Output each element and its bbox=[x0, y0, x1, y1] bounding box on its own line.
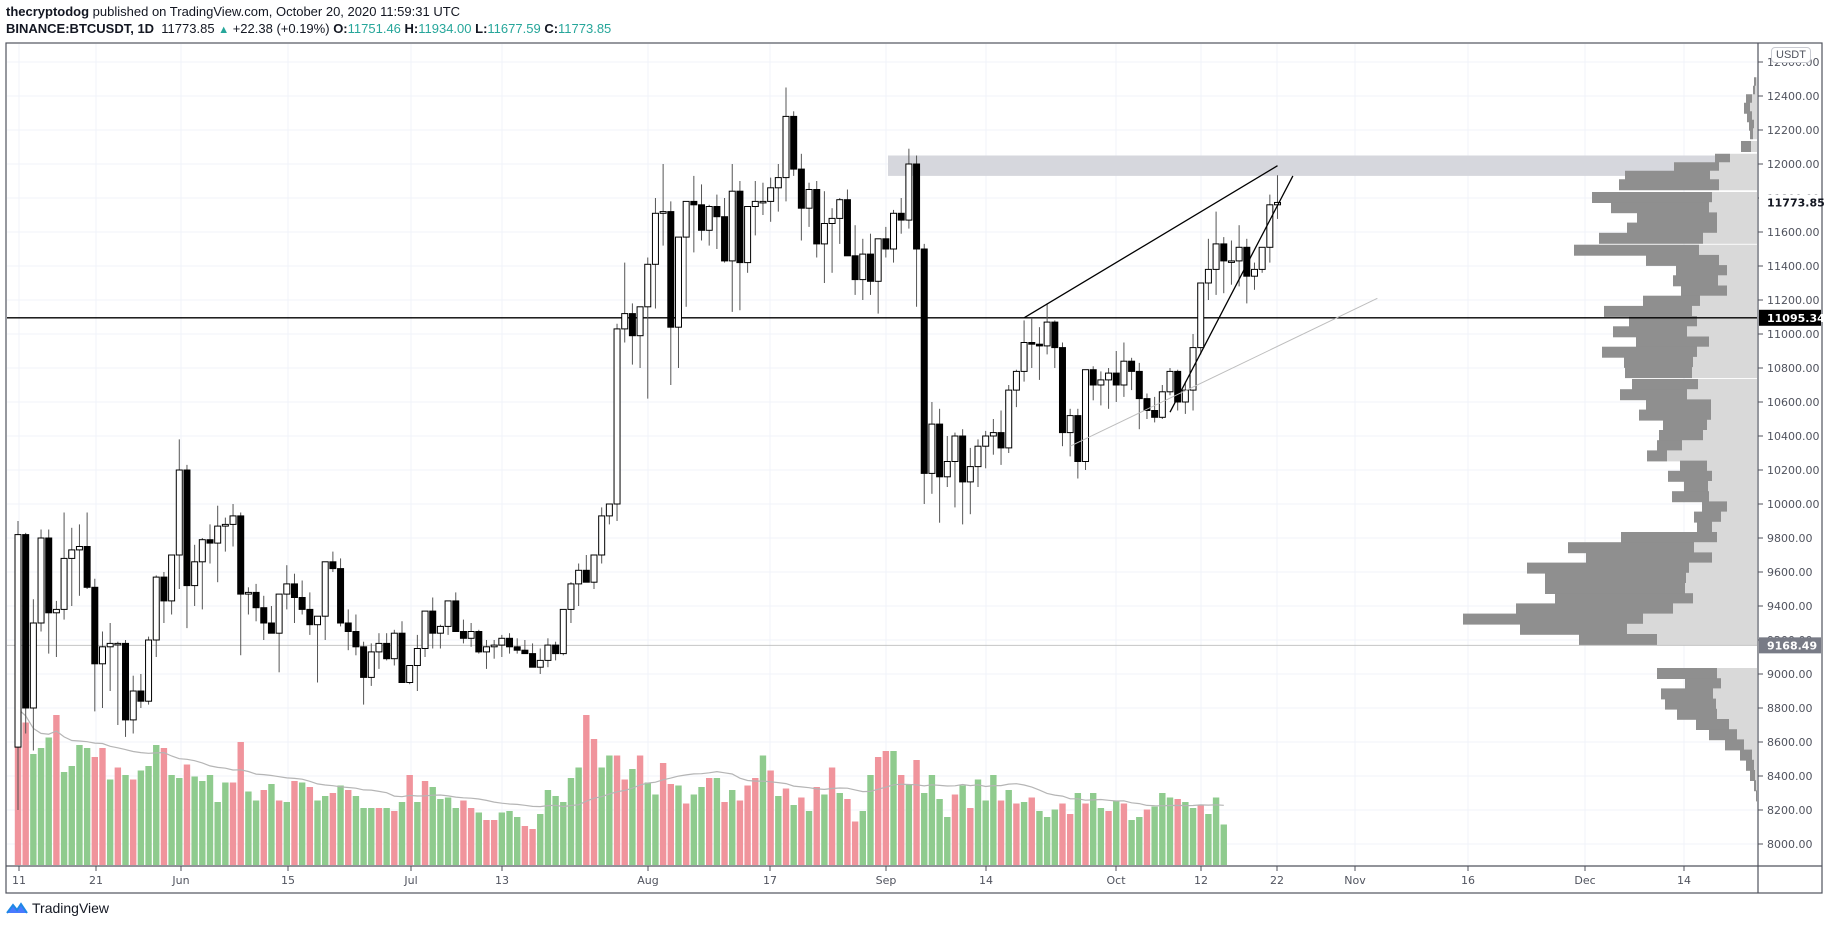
grid-lines bbox=[7, 44, 1757, 865]
chart-header: thecryptodog published on TradingView.co… bbox=[6, 3, 611, 39]
svg-text:11600.00: 11600.00 bbox=[1767, 226, 1820, 239]
svg-text:9400.00: 9400.00 bbox=[1767, 600, 1813, 613]
svg-text:12: 12 bbox=[1194, 874, 1208, 887]
currency-badge[interactable]: USDT bbox=[1771, 47, 1811, 63]
svg-text:Nov: Nov bbox=[1344, 874, 1366, 887]
svg-text:12000.00: 12000.00 bbox=[1767, 158, 1820, 171]
volume-ma-line bbox=[17, 708, 1224, 808]
symbol-label[interactable]: BINANCE:BTCUSDT, 1D bbox=[6, 21, 155, 36]
publish-info: published on TradingView.com, October 20… bbox=[89, 4, 461, 19]
close-label: C: bbox=[544, 21, 559, 36]
svg-text:Oct: Oct bbox=[1106, 874, 1126, 887]
svg-text:11: 11 bbox=[12, 874, 26, 887]
svg-text:Aug: Aug bbox=[637, 874, 658, 887]
last-price-label: 11773.85 bbox=[1767, 196, 1825, 209]
chart-frame bbox=[5, 42, 1823, 894]
publish-line: thecryptodog published on TradingView.co… bbox=[6, 3, 611, 20]
svg-text:16: 16 bbox=[1461, 874, 1475, 887]
high-label: H: bbox=[404, 21, 419, 36]
svg-text:13: 13 bbox=[495, 874, 509, 887]
open-label: O: bbox=[333, 21, 348, 36]
svg-text:10800.00: 10800.00 bbox=[1767, 362, 1820, 375]
svg-text:10400.00: 10400.00 bbox=[1767, 430, 1820, 443]
svg-text:10600.00: 10600.00 bbox=[1767, 396, 1820, 409]
svg-text:10000.00: 10000.00 bbox=[1767, 498, 1820, 511]
resistance-zone bbox=[888, 155, 1757, 176]
open-value: 11751.46 bbox=[347, 21, 401, 36]
svg-text:14: 14 bbox=[979, 874, 993, 887]
close-value: 11773.85 bbox=[558, 21, 612, 36]
up-arrow-icon: ▲ bbox=[218, 24, 230, 36]
tradingview-logo-icon bbox=[6, 902, 28, 914]
time-axis[interactable]: 11 21 Jun 15 Jul 13 Aug 17 Sep 14 Oct 12 22 Nov 16 Dec 1… bbox=[12, 866, 1691, 887]
svg-text:9800.00: 9800.00 bbox=[1767, 532, 1813, 545]
svg-text:9000.00: 9000.00 bbox=[1767, 668, 1813, 681]
svg-text:Sep: Sep bbox=[876, 874, 897, 887]
svg-text:8600.00: 8600.00 bbox=[1767, 736, 1813, 749]
price-axis[interactable]: 8000.00 8200.00 8400.00 8600.00 8800.00 9000.… bbox=[1758, 56, 1820, 851]
svg-text:Dec: Dec bbox=[1574, 874, 1595, 887]
svg-text:8400.00: 8400.00 bbox=[1767, 770, 1813, 783]
tradingview-logo[interactable]: TradingView bbox=[6, 900, 109, 916]
svg-text:11400.00: 11400.00 bbox=[1767, 260, 1820, 273]
hline-price-label: 11095.34 bbox=[1767, 312, 1825, 325]
trendlines[interactable] bbox=[1023, 165, 1378, 447]
svg-text:11000.00: 11000.00 bbox=[1767, 328, 1820, 341]
svg-text:8800.00: 8800.00 bbox=[1767, 702, 1813, 715]
price-change: +22.38 (+0.19%) bbox=[232, 21, 330, 36]
svg-text:17: 17 bbox=[763, 874, 777, 887]
svg-text:9600.00: 9600.00 bbox=[1767, 566, 1813, 579]
svg-text:22: 22 bbox=[1270, 874, 1284, 887]
hline2-price-tag: 9168.49 bbox=[1759, 637, 1821, 654]
svg-text:21: 21 bbox=[89, 874, 103, 887]
svg-text:15: 15 bbox=[281, 874, 295, 887]
ohlc-line: BINANCE:BTCUSDT, 1D 11773.85 ▲ +22.38 (+… bbox=[6, 20, 611, 39]
low-value: 11677.59 bbox=[487, 21, 541, 36]
hline-price-tag: 11095.34 bbox=[1759, 309, 1825, 326]
svg-text:12400.00: 12400.00 bbox=[1767, 90, 1820, 103]
hline2-price-label: 9168.49 bbox=[1767, 639, 1817, 652]
volume-profile bbox=[1463, 77, 1757, 802]
logo-text: TradingView bbox=[32, 900, 110, 916]
svg-text:Jun: Jun bbox=[171, 874, 189, 887]
svg-text:14: 14 bbox=[1677, 874, 1691, 887]
svg-text:10200.00: 10200.00 bbox=[1767, 464, 1820, 477]
last-price: 11773.85 bbox=[161, 21, 215, 36]
svg-text:Jul: Jul bbox=[403, 874, 417, 887]
svg-text:11200.00: 11200.00 bbox=[1767, 294, 1820, 307]
author-name[interactable]: thecryptodog bbox=[6, 4, 90, 19]
svg-text:12200.00: 12200.00 bbox=[1767, 124, 1820, 137]
volume-bars bbox=[14, 709, 1227, 865]
high-value: 11934.00 bbox=[418, 21, 472, 36]
svg-text:8000.00: 8000.00 bbox=[1767, 838, 1813, 851]
last-price-tag: 11773.85 bbox=[1759, 194, 1825, 211]
svg-text:8200.00: 8200.00 bbox=[1767, 804, 1813, 817]
low-label: L: bbox=[475, 21, 488, 36]
